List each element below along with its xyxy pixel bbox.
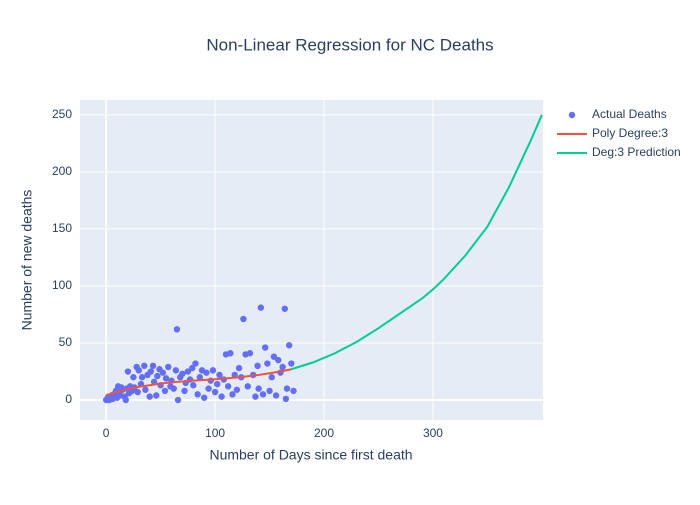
data-point (165, 363, 172, 371)
x-axis-title: Number of Days since first death (209, 447, 412, 463)
data-point (200, 394, 208, 401)
data-point (279, 363, 286, 371)
data-point (161, 387, 169, 395)
data-point (285, 342, 293, 349)
data-point (268, 374, 275, 381)
y-tick-label: 50 (59, 335, 73, 349)
data-point (214, 380, 221, 388)
data-point (153, 392, 160, 399)
data-point (254, 362, 261, 370)
data-point (181, 387, 188, 395)
data-point (281, 305, 289, 312)
data-point (184, 368, 192, 375)
data-point (262, 344, 269, 351)
legend-label: Poly Degree:3 (592, 126, 668, 140)
x-tick-label: 300 (423, 426, 443, 440)
y-axis-title: Number of new deaths (19, 190, 35, 331)
line (291, 114, 543, 371)
data-point (224, 383, 232, 390)
data-point (130, 374, 137, 381)
x-tick-label: 200 (314, 426, 334, 440)
data-point (264, 360, 271, 367)
x-tick-label: 100 (205, 426, 225, 440)
chart-title: Non-Linear Regression for NC Deaths (206, 35, 493, 54)
data-point (149, 362, 157, 370)
y-tick-label: 200 (52, 164, 72, 178)
data-point (244, 383, 251, 390)
data-point (122, 396, 129, 404)
data-point (218, 393, 225, 400)
plot-area (80, 100, 543, 420)
data-point (146, 393, 153, 400)
data-point (257, 304, 265, 311)
data-point (229, 391, 236, 398)
data-point (252, 393, 259, 400)
y-tick-label: 0 (65, 392, 72, 406)
data-point (190, 382, 197, 389)
data-point (154, 372, 161, 380)
data-point (270, 353, 278, 360)
y-tick-label: 250 (52, 107, 72, 121)
data-point (162, 375, 170, 382)
data-point (288, 360, 295, 367)
data-point (259, 391, 267, 398)
data-point (147, 368, 155, 375)
data-point (179, 370, 186, 377)
data-point (174, 396, 182, 404)
data-point (159, 369, 166, 376)
data-point (196, 374, 204, 381)
data-point (283, 385, 291, 392)
data-point (172, 367, 180, 374)
data-point (209, 367, 217, 374)
data-point (189, 364, 196, 372)
data-point (246, 350, 254, 357)
data-point (135, 367, 143, 374)
data-point (211, 388, 219, 396)
data-point (272, 392, 280, 399)
data-point (170, 385, 177, 392)
data-point (142, 386, 149, 393)
data-point (266, 387, 273, 395)
data-point (203, 369, 210, 376)
data-point (192, 360, 199, 367)
data-point (194, 391, 201, 398)
data-point (255, 385, 262, 392)
y-tick-label: 150 (52, 221, 72, 235)
data-point (233, 386, 241, 393)
data-point (282, 395, 290, 403)
x-tick-label: 0 (103, 426, 110, 440)
data-point (138, 374, 146, 381)
data-point (124, 368, 132, 375)
data-point (275, 356, 282, 364)
data-point (134, 388, 141, 396)
plot (80, 100, 543, 420)
data-point (216, 371, 223, 379)
legend: Actual Deaths Poly Degree:3 Deg:3 Predicti… (557, 107, 681, 159)
data-point (240, 315, 247, 323)
data-point (205, 385, 212, 392)
line (105, 368, 292, 397)
legend-label: Actual Deaths (592, 107, 667, 121)
data-point (235, 364, 243, 372)
data-point (141, 362, 148, 370)
data-point (290, 387, 297, 395)
y-tick-label: 100 (52, 278, 72, 292)
legend-marker (568, 111, 576, 119)
data-point (173, 326, 181, 333)
legend-label: Deg:3 Prediction (592, 145, 681, 159)
data-point (227, 350, 234, 357)
